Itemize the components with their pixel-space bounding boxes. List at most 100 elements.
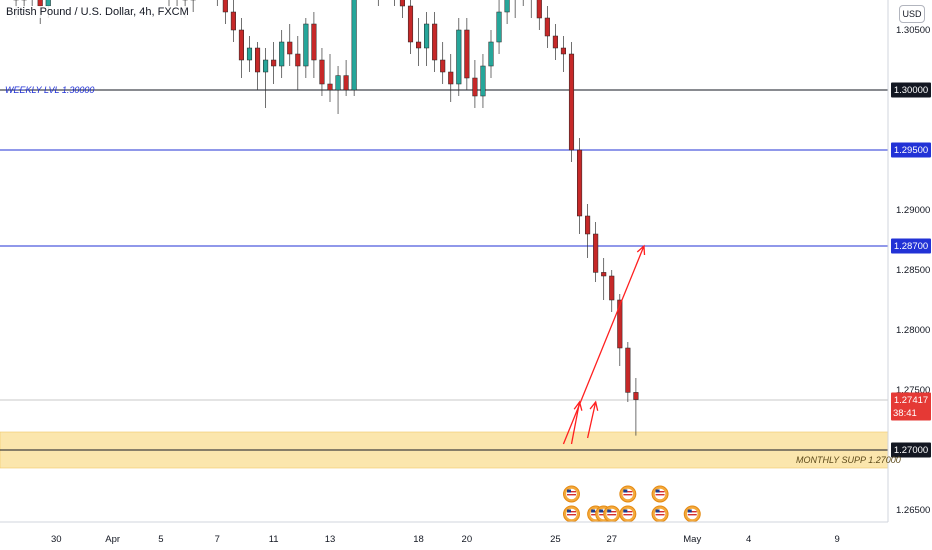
event-icon-canton [655,509,660,513]
event-flag-icon[interactable] [603,505,621,523]
monthly-support-label: MONTHLY SUPP 1.27000 [796,455,901,465]
arrow-head [636,244,646,256]
price-tag [891,238,931,254]
candle-body [351,0,357,91]
candle-body [552,35,558,49]
price-tick-label: 1.29000 [896,205,930,216]
candle [394,0,395,6]
projection-arrow[interactable] [562,244,646,445]
candle-body [303,23,309,67]
candle [625,342,631,402]
event-icon-canton [607,509,612,513]
candle [216,0,218,6]
candle [335,66,341,114]
event-flag-icon[interactable] [683,505,701,523]
event-icon-canton [623,509,628,513]
price-tag-label: 1.28700 [894,241,928,252]
candle [416,18,422,66]
time-tick-label: May [683,534,701,545]
price-tag-label: 1.30000 [894,85,928,96]
candle-body [472,77,478,97]
candle [279,30,285,78]
time-tick-label: 30 [51,534,62,545]
event-flag-icon[interactable] [651,505,669,523]
projection-arrow[interactable] [570,400,583,445]
arrows-layer[interactable] [562,244,646,445]
candle [222,0,228,24]
candle-body [488,41,494,67]
candle [230,0,236,42]
candle-body [424,23,430,49]
event-icon-canton [655,489,660,493]
price-tick-label: 1.28500 [896,265,930,276]
candle-body [601,272,607,277]
candle-body [504,0,510,13]
event-icon-stripe [567,514,576,516]
candle [238,18,244,78]
candle-body [311,23,317,61]
candle [319,48,325,96]
event-icon-canton [591,509,596,513]
price-tag [891,442,931,458]
candle-body [335,75,341,91]
candle-body [536,0,542,19]
candle-body [295,53,301,67]
candle-body [255,47,261,73]
candle [21,0,27,12]
time-tick-label: 4 [746,534,751,545]
currency-button[interactable]: USD [899,5,925,23]
candle-body [222,0,228,13]
event-icon-canton [623,489,628,493]
candle [633,378,639,436]
event-icons-layer[interactable] [563,485,701,523]
candle-body [263,59,269,73]
arrow-head [589,400,599,411]
time-axis-bg [0,522,932,550]
price-tag [891,142,931,158]
candle-body [319,59,325,85]
horizontal-levels-layer[interactable] [0,89,888,451]
event-icon-stripe [687,514,697,516]
event-flag-icon[interactable] [651,485,669,503]
candle [472,60,478,108]
candle-body [230,11,236,31]
candle [424,12,430,66]
event-flag-icon[interactable] [619,505,637,523]
candle-body [407,5,414,43]
projection-arrow[interactable] [586,400,599,439]
event-flag-icon[interactable] [563,485,580,503]
candle [407,0,414,54]
event-flag-icon[interactable] [619,485,637,503]
event-icon-canton [687,509,692,513]
candle [464,18,470,90]
candle [311,12,317,78]
event-icon-stripe [567,491,576,493]
event-icon-stripe [623,491,633,493]
candle-body [327,83,333,91]
weekly-level-label: WEEKLY LVL 1.30000 [5,85,95,95]
candle-body [577,149,583,217]
candle-body [271,59,277,67]
price-tick-label: 1.27500 [896,385,930,396]
event-icon-stripe [607,514,617,516]
candle-body [456,29,462,85]
event-icon-canton [567,489,571,493]
time-tick-label: 13 [325,534,336,545]
candle-body [544,17,550,37]
candle [593,222,599,282]
candles-layer [13,0,639,436]
candle-body [625,347,631,393]
candle [456,18,462,96]
candle [432,12,438,72]
candle-body [238,29,244,61]
candle-body [568,53,575,151]
candle [168,0,170,12]
candle [496,0,502,54]
candle [585,204,591,258]
event-flag-icon[interactable] [563,505,580,523]
candle [514,0,516,18]
candle [522,0,524,6]
candle-body [617,299,623,349]
price-tag-label: 1.29500 [894,145,928,156]
